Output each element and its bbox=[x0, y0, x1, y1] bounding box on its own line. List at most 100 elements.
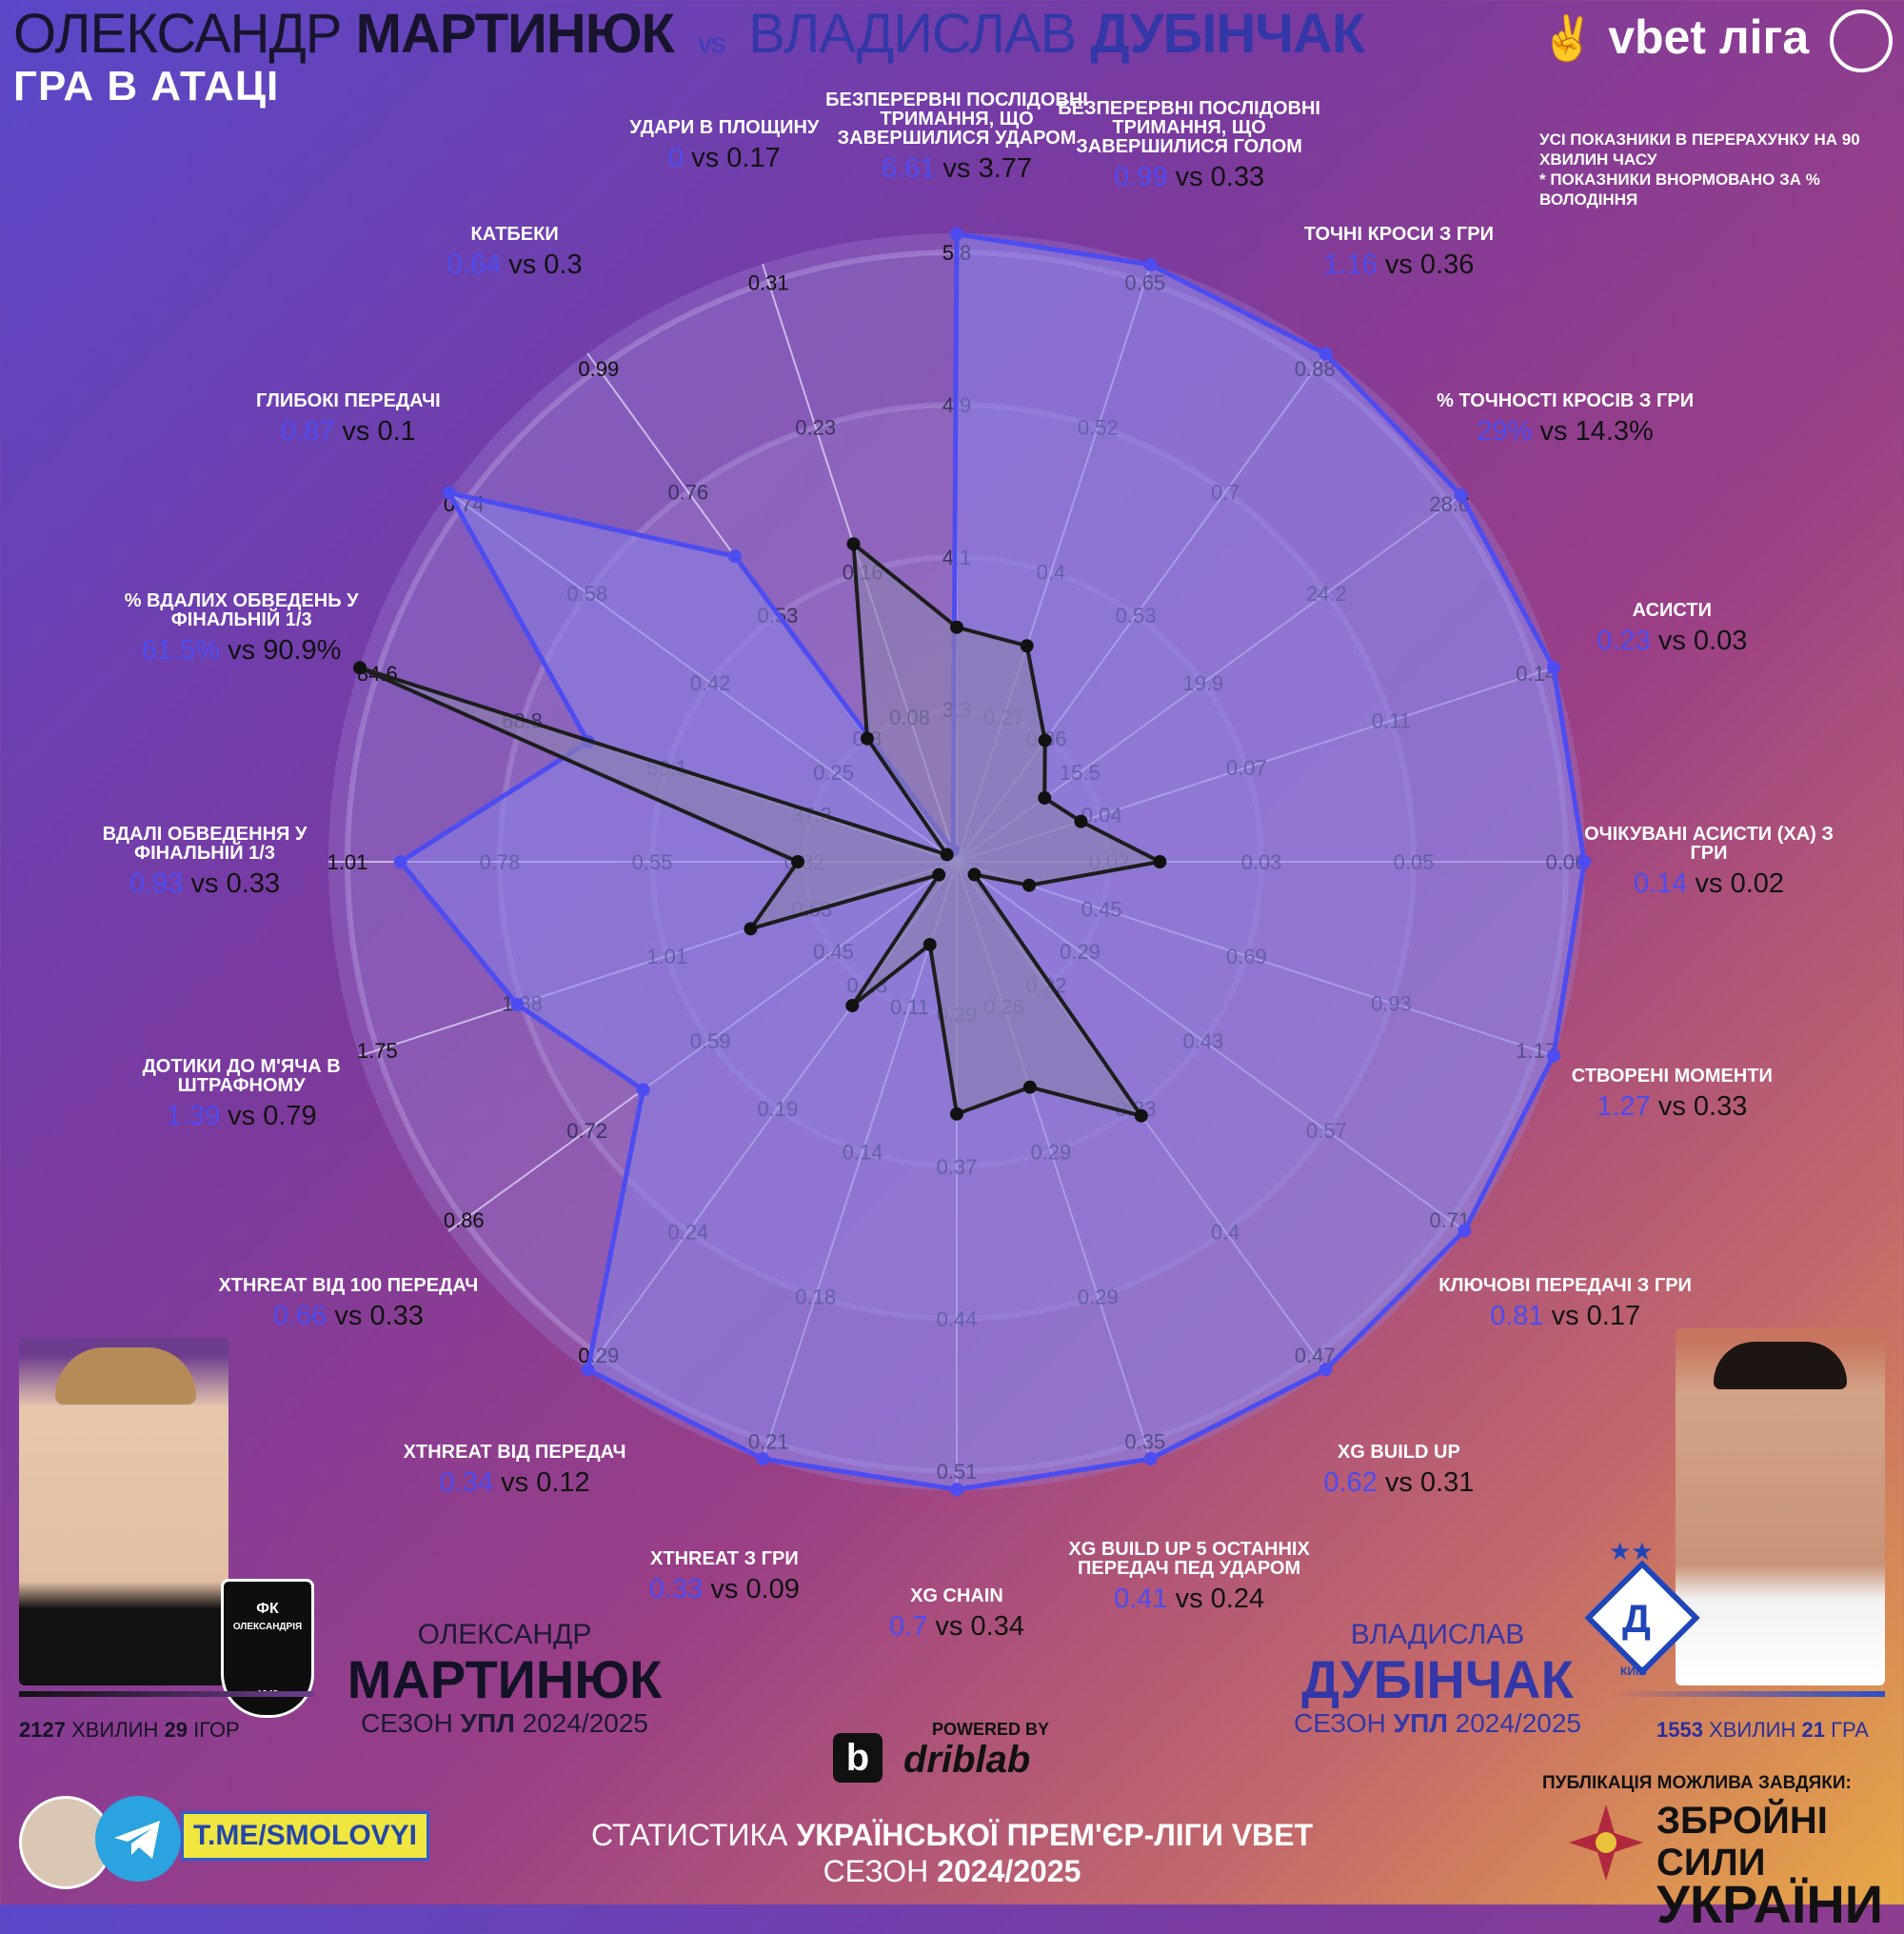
metric-values: 0.14 vs 0.02 bbox=[1566, 868, 1852, 900]
metric-label: XG CHAIN bbox=[910, 1585, 1003, 1606]
vs-text: vs bbox=[1687, 867, 1731, 899]
player1-value: 0.14 bbox=[1633, 867, 1688, 899]
metric-values: 0.7 vs 0.34 bbox=[814, 1611, 1100, 1643]
metric-values: 0.41 vs 0.24 bbox=[1046, 1584, 1332, 1615]
metric-label: КЛЮЧОВІ ПЕРЕДАЧІ З ГРИ bbox=[1438, 1274, 1692, 1296]
vs-text: vs bbox=[1532, 416, 1576, 448]
player1-point bbox=[1546, 661, 1560, 675]
player2-name-last: ДУБІНЧАК bbox=[1301, 1649, 1574, 1709]
player1-value: 1.39 bbox=[166, 1100, 221, 1131]
tick-label: 1.01 bbox=[327, 850, 368, 874]
vs-label: vs bbox=[698, 28, 725, 59]
metric-label: УДАРИ В ПЛОЩИНУ bbox=[629, 117, 820, 139]
vs-text: vs bbox=[684, 143, 727, 174]
player2-point bbox=[1038, 790, 1052, 805]
metric-label: XTHREAT З ГРИ bbox=[650, 1547, 799, 1569]
metric-values: 6.61 vs 3.77 bbox=[814, 153, 1100, 185]
player1-photo bbox=[19, 1338, 228, 1685]
player2-point bbox=[846, 537, 861, 551]
player1-point bbox=[510, 997, 525, 1011]
metric-label-block: XG BUILD UP 0.62 vs 0.31 bbox=[1256, 1443, 1541, 1499]
player2-value: 90.9% bbox=[263, 635, 342, 667]
metric-label: XG BUILD UP 5 ОСТАННІХ ПЕРЕДАЧ ПЕД УДАРО… bbox=[1068, 1538, 1310, 1579]
ball-icon bbox=[1830, 10, 1894, 72]
metric-label-block: % ВДАЛИХ ОБВЕДЕНЬ У ФІНАЛЬНІЙ 1/3 61.5% v… bbox=[99, 591, 385, 667]
player1-last-name: МАРТИНЮК bbox=[355, 3, 675, 65]
metric-label: ТОЧНІ КРОСИ З ГРИ bbox=[1303, 224, 1494, 246]
player2-value: 0.1 bbox=[377, 416, 416, 448]
player1-club-crest: ФК ОЛЕКСАНДРІЯ 1948 bbox=[221, 1579, 314, 1718]
vs-text: vs bbox=[501, 249, 545, 281]
metric-values: 0.62 vs 0.31 bbox=[1256, 1467, 1541, 1499]
metric-label-block: XTHREAT ВІД ПЕРЕДАЧ 0.34 vs 0.12 bbox=[372, 1443, 658, 1499]
telegram-icon[interactable] bbox=[95, 1796, 181, 1882]
metric-label-block: ГЛИБОКІ ПЕРЕДАЧІ 0.87 vs 0.1 bbox=[206, 391, 491, 448]
player2-minutes: 1553 ХВИЛИН 21 ГРА bbox=[1656, 1718, 1869, 1742]
player2-value: 0.34 bbox=[970, 1610, 1024, 1642]
player1-season: СЕЗОН УПЛ 2024/2025 bbox=[360, 1708, 648, 1738]
player2-point bbox=[791, 855, 805, 868]
player1-minutes: 2127 ХВИЛИН 29 ІГОР bbox=[19, 1718, 240, 1742]
player1-point bbox=[636, 1083, 650, 1097]
metric-values: 0.33 vs 0.09 bbox=[582, 1574, 867, 1605]
armed-forces-emblem-icon bbox=[1569, 1804, 1643, 1881]
vs-text: vs bbox=[1650, 1090, 1694, 1122]
player2-name-first: ВЛАДИСЛАВ bbox=[1350, 1619, 1525, 1650]
player1-value: 0.99 bbox=[1114, 162, 1168, 193]
player2-point bbox=[1038, 733, 1052, 748]
metric-values: 0.93 vs 0.33 bbox=[62, 868, 347, 900]
vs-text: vs bbox=[493, 1466, 537, 1498]
player2-value: 0.36 bbox=[1419, 249, 1475, 281]
player1-point bbox=[727, 549, 742, 564]
normalization-note: УСІ ПОКАЗНИКИ В ПЕРЕРАХУНКУ НА 90 ХВИЛИН… bbox=[1539, 130, 1860, 209]
tick-label: 0.86 bbox=[444, 1208, 485, 1232]
player2-photo bbox=[1676, 1328, 1885, 1685]
metric-values: 61.5% vs 90.9% bbox=[99, 635, 385, 667]
player1-point bbox=[1143, 258, 1158, 272]
player2-point bbox=[922, 937, 937, 951]
metric-label-block: ТОЧНІ КРОСИ З ГРИ 1.16 vs 0.36 bbox=[1256, 225, 1541, 281]
chart-subtitle: ГРА В АТАЦІ bbox=[13, 63, 280, 110]
player2-point bbox=[940, 847, 954, 862]
player1-point bbox=[1319, 347, 1333, 361]
metric-label: КАТБЕКИ bbox=[470, 224, 559, 246]
metric-label-block: АСИСТИ 0.23 vs 0.03 bbox=[1529, 601, 1815, 657]
vs-text: vs bbox=[327, 1300, 370, 1331]
player2-point bbox=[950, 1107, 963, 1121]
tick-label: 0.76 bbox=[667, 481, 708, 505]
metric-label: % ВДАЛИХ ОБВЕДЕНЬ У ФІНАЛЬНІЙ 1/3 bbox=[124, 590, 359, 631]
metric-label-block: БЕЗПЕРЕРВНІ ПОСЛІДОВНІ ТРИМАННЯ, ЩО ЗАВЕ… bbox=[1046, 99, 1332, 193]
player1-point bbox=[950, 227, 963, 241]
player2-value: 0.31 bbox=[1419, 1466, 1475, 1498]
player1-point bbox=[756, 1451, 770, 1465]
player1-point bbox=[1143, 1451, 1158, 1465]
player1-value: 61.5% bbox=[141, 635, 221, 667]
player2-point bbox=[1020, 639, 1034, 653]
metric-label-block: ВДАЛІ ОБВЕДЕННЯ У ФІНАЛЬНІЙ 1/3 0.93 vs 0… bbox=[62, 825, 347, 900]
driblab-brand: driblab bbox=[903, 1739, 1031, 1781]
player1-value: 0.62 bbox=[1323, 1466, 1378, 1498]
vs-text: vs bbox=[1543, 1300, 1587, 1331]
player1-point bbox=[581, 1363, 595, 1377]
player2-point bbox=[353, 661, 367, 675]
player2-color-bar bbox=[1609, 1691, 1885, 1697]
player1-value: 0.87 bbox=[280, 416, 335, 448]
player1-value: 0.7 bbox=[889, 1610, 928, 1642]
metric-label: ВДАЛІ ОБВЕДЕННЯ У ФІНАЛЬНІЙ 1/3 bbox=[102, 823, 307, 864]
league-logo: ✌ vbet ліга bbox=[1540, 10, 1894, 72]
player1-value: 1.27 bbox=[1597, 1090, 1651, 1122]
telegram-link[interactable]: T.ME/SMOLOVYI bbox=[181, 1811, 430, 1861]
player2-first-name: ВЛАДИСЛАВ bbox=[748, 3, 1077, 65]
metric-label-block: XTHREAT З ГРИ 0.33 vs 0.09 bbox=[582, 1549, 867, 1605]
vs-text: vs bbox=[220, 1100, 264, 1131]
metric-label-block: ДОТИКИ ДО М'ЯЧА В ШТРАФНОМУ 1.39 vs 0.79 bbox=[99, 1057, 385, 1132]
metric-label: ОЧІКУВАНІ АСИСТИ (XA) З ГРИ bbox=[1584, 823, 1834, 864]
metric-label: % ТОЧНОСТІ КРОСІВ З ГРИ bbox=[1437, 390, 1695, 412]
vs-text: vs bbox=[935, 153, 979, 184]
player1-point bbox=[393, 855, 407, 868]
armed-forces-text: ЗБРОЙНІ СИЛИ УКРАЇНИ bbox=[1656, 1800, 1884, 1934]
player1-value: 0 bbox=[668, 143, 684, 174]
metric-values: 1.16 vs 0.36 bbox=[1256, 249, 1541, 281]
player1-first-name: ОЛЕКСАНДР bbox=[13, 3, 342, 65]
